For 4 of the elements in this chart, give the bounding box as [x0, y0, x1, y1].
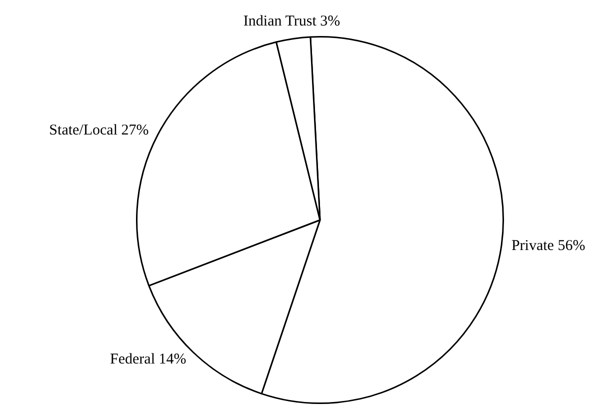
slice-label: Federal 14%	[110, 351, 186, 368]
slice-label: State/Local 27%	[49, 122, 149, 138]
slice-label: Private 56%	[511, 238, 586, 254]
slice-label: Indian Trust 3%	[243, 13, 340, 30]
